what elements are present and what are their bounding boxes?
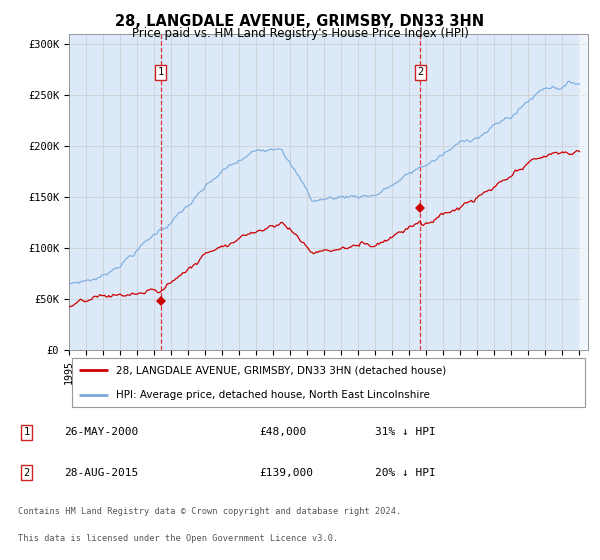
Text: £48,000: £48,000 <box>260 427 307 437</box>
Text: 2: 2 <box>23 468 29 478</box>
Text: HPI: Average price, detached house, North East Lincolnshire: HPI: Average price, detached house, Nort… <box>116 390 430 400</box>
Text: £139,000: £139,000 <box>260 468 314 478</box>
Text: 28-AUG-2015: 28-AUG-2015 <box>64 468 138 478</box>
FancyBboxPatch shape <box>71 358 586 407</box>
Text: Contains HM Land Registry data © Crown copyright and database right 2024.: Contains HM Land Registry data © Crown c… <box>18 507 401 516</box>
Text: 1: 1 <box>23 427 29 437</box>
Text: 26-MAY-2000: 26-MAY-2000 <box>64 427 138 437</box>
Bar <box>580 34 588 350</box>
Text: 2: 2 <box>417 67 424 77</box>
Text: 31% ↓ HPI: 31% ↓ HPI <box>375 427 436 437</box>
Text: 20% ↓ HPI: 20% ↓ HPI <box>375 468 436 478</box>
Text: Price paid vs. HM Land Registry's House Price Index (HPI): Price paid vs. HM Land Registry's House … <box>131 27 469 40</box>
Text: 1: 1 <box>157 67 164 77</box>
Text: 28, LANGDALE AVENUE, GRIMSBY, DN33 3HN: 28, LANGDALE AVENUE, GRIMSBY, DN33 3HN <box>115 14 485 29</box>
Text: This data is licensed under the Open Government Licence v3.0.: This data is licensed under the Open Gov… <box>18 534 338 543</box>
Text: 28, LANGDALE AVENUE, GRIMSBY, DN33 3HN (detached house): 28, LANGDALE AVENUE, GRIMSBY, DN33 3HN (… <box>116 366 446 376</box>
